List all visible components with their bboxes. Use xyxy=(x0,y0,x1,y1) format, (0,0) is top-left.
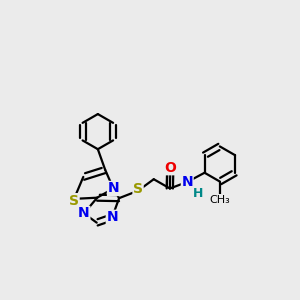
Text: H: H xyxy=(193,187,203,200)
Text: S: S xyxy=(133,182,143,196)
Text: CH₃: CH₃ xyxy=(209,194,230,205)
Text: N: N xyxy=(182,175,193,189)
Text: N: N xyxy=(78,206,90,220)
Text: N: N xyxy=(106,210,118,224)
Text: O: O xyxy=(164,161,176,175)
Text: S: S xyxy=(69,194,79,208)
Text: N: N xyxy=(107,182,119,196)
